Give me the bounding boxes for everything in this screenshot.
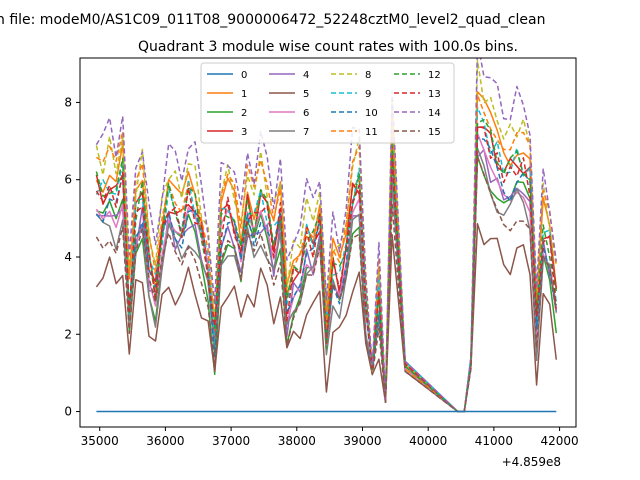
legend-label-7: 7 (303, 127, 309, 138)
plot-area (95, 58, 558, 413)
x-tick-label: 38000 (278, 434, 316, 448)
series-line-11 (95, 94, 558, 413)
legend-label-2: 2 (241, 108, 247, 119)
y-tick-label: 6 (64, 173, 72, 187)
series-line-10 (95, 137, 558, 413)
axes-frame (79, 57, 577, 428)
figure-suptitle: n file: modeM0/AS1C09_011T08_9000006472_… (0, 12, 545, 28)
x-tick-label: 35000 (81, 434, 119, 448)
x-tick-label: 41000 (475, 434, 513, 448)
legend-label-8: 8 (365, 70, 371, 81)
series-line-12 (95, 119, 558, 413)
legend-label-0: 0 (241, 70, 247, 81)
legend-label-1: 1 (241, 89, 247, 100)
legend-label-13: 13 (428, 89, 441, 100)
series-line-5 (95, 223, 558, 413)
y-tick-label: 2 (64, 327, 72, 341)
legend-label-3: 3 (241, 127, 247, 138)
x-tick-label: 39000 (343, 434, 381, 448)
y-tick-label: 4 (64, 250, 72, 264)
x-tick-label: 40000 (409, 434, 447, 448)
axis-ticks: 35000 36000 37000 38000 39000 40000 41000 42000… (64, 95, 578, 448)
y-tick-label: 8 (64, 95, 72, 109)
series-line-15 (95, 156, 558, 413)
legend-label-12: 12 (428, 70, 441, 81)
legend-label-4: 4 (303, 70, 309, 81)
legend-label-9: 9 (365, 89, 371, 100)
series-line-13 (95, 125, 558, 413)
series-line-7 (95, 147, 558, 413)
legend-label-6: 6 (303, 108, 309, 119)
series-line-14 (95, 58, 558, 413)
legend-label-14: 14 (428, 108, 441, 119)
legend-label-10: 10 (365, 108, 378, 119)
legend-label-11: 11 (365, 127, 378, 138)
legend-label-5: 5 (303, 89, 309, 100)
y-tick-label: 0 (64, 405, 72, 419)
x-tick-label: 42000 (540, 434, 578, 448)
x-tick-label: 36000 (146, 434, 184, 448)
x-tick-label: 37000 (212, 434, 250, 448)
legend-box (200, 62, 455, 144)
legend-label-15: 15 (428, 127, 441, 138)
series-line-8 (95, 59, 558, 413)
x-offset-label: +4.859e8 (502, 455, 561, 469)
chart-title: Quadrant 3 module wise count rates with … (138, 39, 518, 55)
